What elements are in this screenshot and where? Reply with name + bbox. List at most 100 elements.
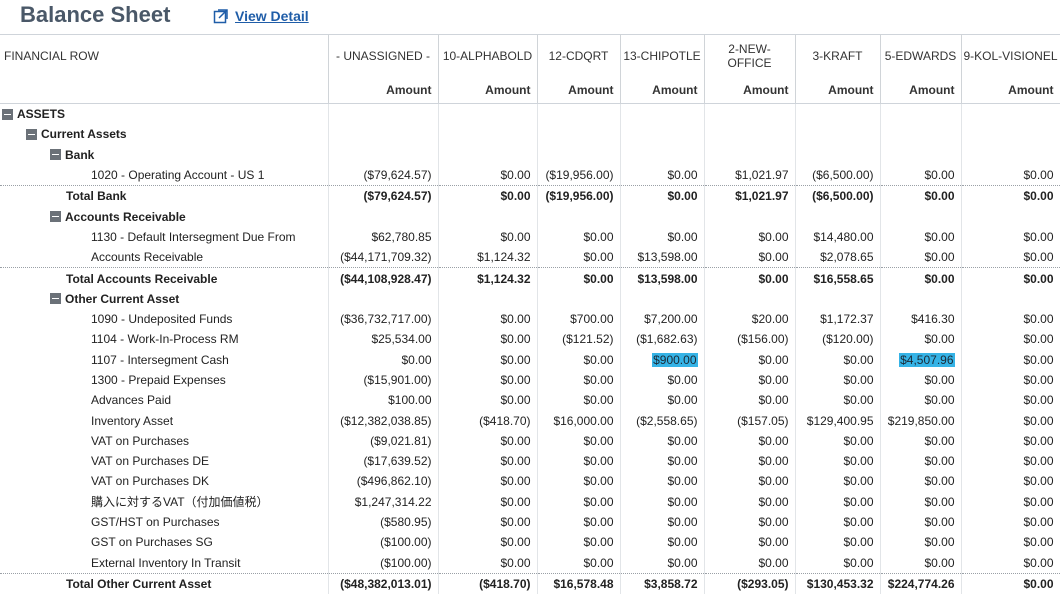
col-header[interactable]: 3-KRAFT xyxy=(795,34,881,77)
amount-cell[interactable]: $0.00 xyxy=(537,532,621,553)
amount-cell[interactable]: $0.00 xyxy=(795,451,881,472)
amount-cell[interactable]: $16,558.65 xyxy=(795,267,881,289)
amount-cell[interactable]: $0.00 xyxy=(537,390,621,411)
amount-cell[interactable]: $0.00 xyxy=(961,164,1060,186)
amount-cell[interactable]: $0.00 xyxy=(704,247,796,268)
amount-cell[interactable]: $0.00 xyxy=(961,247,1060,268)
amount-cell[interactable]: $1,021.97 xyxy=(704,185,796,207)
col-header[interactable]: 5-EDWARDS xyxy=(880,34,962,77)
amount-cell[interactable]: $0.00 xyxy=(537,552,621,574)
amount-cell[interactable]: $0.00 xyxy=(880,511,962,533)
amount-cell[interactable]: $0.00 xyxy=(880,390,962,411)
amount-cell[interactable]: ($121.52) xyxy=(537,329,621,350)
amount-cell[interactable]: $0.00 xyxy=(537,247,621,268)
amount-cell[interactable]: $0.00 xyxy=(537,349,621,370)
amount-cell[interactable]: $1,021.97 xyxy=(704,164,796,186)
amount-cell[interactable]: $0.00 xyxy=(438,226,538,248)
col-header[interactable]: 2-NEW- OFFICE xyxy=(704,34,796,77)
amount-cell[interactable]: $0.00 xyxy=(961,267,1060,289)
amount-cell[interactable]: $0.00 xyxy=(438,390,538,411)
amount-cell[interactable]: $0.00 xyxy=(961,451,1060,472)
amount-cell[interactable]: $100.00 xyxy=(328,390,439,411)
amount-cell[interactable]: ($100.00) xyxy=(328,532,439,553)
amount-cell[interactable]: $62,780.85 xyxy=(328,226,439,248)
amount-cell[interactable]: $0.00 xyxy=(438,164,538,186)
amount-cell[interactable]: $0.00 xyxy=(620,451,705,472)
amount-cell[interactable]: $0.00 xyxy=(704,349,796,370)
amount-cell[interactable]: ($293.05) xyxy=(704,572,796,595)
amount-cell[interactable]: ($36,732,717.00) xyxy=(328,308,439,330)
amount-cell[interactable]: $0.00 xyxy=(961,329,1060,350)
amount-cell[interactable]: $0.00 xyxy=(880,329,962,350)
amount-cell[interactable]: $14,480.00 xyxy=(795,226,881,248)
amount-cell[interactable]: $0.00 xyxy=(438,430,538,452)
amount-cell[interactable]: $0.00 xyxy=(537,369,621,391)
amount-cell[interactable]: $0.00 xyxy=(880,185,962,207)
amount-cell[interactable]: $2,078.65 xyxy=(795,247,881,268)
amount-cell[interactable]: ($79,624.57) xyxy=(328,185,439,207)
amount-cell[interactable]: $0.00 xyxy=(704,430,796,452)
amount-cell[interactable]: $0.00 xyxy=(795,390,881,411)
amount-cell[interactable]: $0.00 xyxy=(537,451,621,472)
amount-cell[interactable]: $1,247,314.22 xyxy=(328,491,439,512)
amount-cell[interactable]: $0.00 xyxy=(880,471,962,492)
col-header[interactable]: 13-CHIPOTLE xyxy=(620,34,705,77)
amount-cell[interactable]: $0.00 xyxy=(961,226,1060,248)
amount-cell[interactable]: $0.00 xyxy=(704,390,796,411)
amount-cell[interactable]: ($6,500.00) xyxy=(795,185,881,207)
amount-cell[interactable]: $130,453.32 xyxy=(795,572,881,595)
amount-cell[interactable]: $0.00 xyxy=(795,491,881,512)
amount-cell[interactable]: ($496,862.10) xyxy=(328,471,439,492)
amount-cell[interactable]: $0.00 xyxy=(795,511,881,533)
amount-cell[interactable]: ($6,500.00) xyxy=(795,164,881,186)
amount-cell[interactable]: $0.00 xyxy=(880,247,962,268)
amount-cell[interactable]: $0.00 xyxy=(704,267,796,289)
amount-cell[interactable]: $1,124.32 xyxy=(438,267,538,289)
collapse-toggle-icon[interactable] xyxy=(50,211,61,223)
collapse-toggle-icon[interactable] xyxy=(26,128,37,140)
amount-cell[interactable]: $25,534.00 xyxy=(328,329,439,350)
amount-cell[interactable]: $0.00 xyxy=(537,430,621,452)
amount-cell[interactable]: $0.00 xyxy=(961,471,1060,492)
amount-cell[interactable]: $0.00 xyxy=(795,349,881,370)
amount-cell[interactable]: ($12,382,038.85) xyxy=(328,410,439,431)
amount-cell[interactable]: $0.00 xyxy=(438,369,538,391)
amount-cell[interactable]: $0.00 xyxy=(438,185,538,207)
amount-cell[interactable]: $0.00 xyxy=(620,369,705,391)
amount-cell[interactable]: ($17,639.52) xyxy=(328,451,439,472)
amount-cell[interactable]: $219,850.00 xyxy=(880,410,962,431)
amount-cell[interactable]: ($157.05) xyxy=(704,410,796,431)
amount-cell[interactable]: $0.00 xyxy=(704,471,796,492)
amount-cell[interactable]: ($44,171,709.32) xyxy=(328,247,439,268)
amount-cell[interactable]: $0.00 xyxy=(961,532,1060,553)
amount-cell[interactable]: $0.00 xyxy=(880,451,962,472)
amount-cell[interactable]: $0.00 xyxy=(620,430,705,452)
amount-cell[interactable]: ($15,901.00) xyxy=(328,369,439,391)
amount-cell[interactable]: ($418.70) xyxy=(438,410,538,431)
amount-cell[interactable]: $0.00 xyxy=(620,226,705,248)
amount-cell[interactable]: $0.00 xyxy=(795,532,881,553)
amount-cell[interactable]: ($9,021.81) xyxy=(328,430,439,452)
collapse-toggle-icon[interactable] xyxy=(2,108,13,120)
amount-cell[interactable]: $0.00 xyxy=(620,390,705,411)
amount-cell[interactable]: $0.00 xyxy=(537,471,621,492)
amount-cell[interactable]: ($418.70) xyxy=(438,572,538,595)
amount-cell[interactable]: $0.00 xyxy=(961,572,1060,595)
amount-cell[interactable]: $0.00 xyxy=(795,552,881,574)
amount-cell[interactable]: $1,124.32 xyxy=(438,247,538,268)
amount-cell[interactable]: $0.00 xyxy=(537,511,621,533)
amount-cell[interactable]: $0.00 xyxy=(438,329,538,350)
amount-cell[interactable]: $0.00 xyxy=(880,164,962,186)
amount-cell[interactable]: $0.00 xyxy=(880,532,962,553)
amount-cell[interactable]: $16,000.00 xyxy=(537,410,621,431)
amount-cell[interactable]: ($19,956.00) xyxy=(537,185,621,207)
amount-cell[interactable]: $13,598.00 xyxy=(620,267,705,289)
amount-cell[interactable]: ($100.00) xyxy=(328,552,439,574)
amount-cell[interactable]: $0.00 xyxy=(620,164,705,186)
amount-cell[interactable]: $20.00 xyxy=(704,308,796,330)
amount-cell[interactable]: $224,774.26 xyxy=(880,572,962,595)
amount-cell[interactable]: $0.00 xyxy=(438,552,538,574)
amount-cell[interactable]: $0.00 xyxy=(880,267,962,289)
amount-cell[interactable]: $0.00 xyxy=(537,491,621,512)
amount-cell[interactable]: $0.00 xyxy=(795,430,881,452)
